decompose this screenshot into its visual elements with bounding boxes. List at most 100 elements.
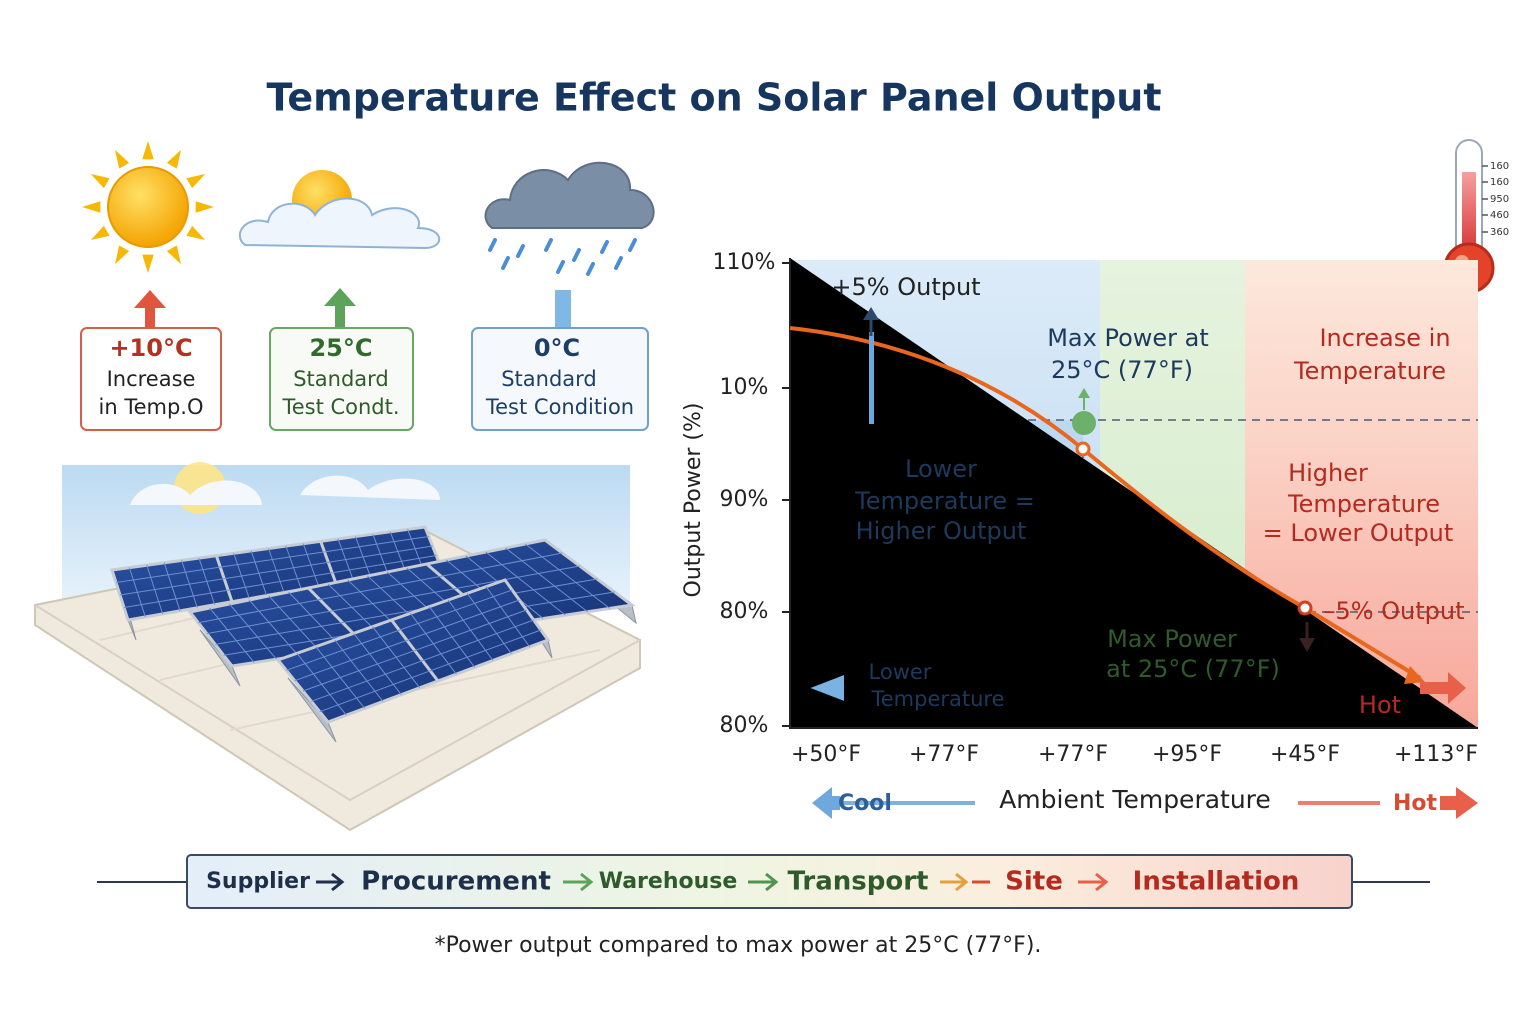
panel-support: [287, 677, 337, 743]
x-tick-label: +77°F: [909, 742, 979, 767]
x-axis-arrow: [812, 787, 1478, 819]
sun-ray: [82, 201, 101, 213]
rain-drop: [572, 248, 581, 262]
flow-step: Transport: [788, 867, 929, 897]
sun-ray: [186, 225, 206, 240]
y-tick-label: 10%: [720, 375, 769, 400]
flow-step: Warehouse: [599, 869, 738, 894]
thermometer-scale: 460: [1490, 210, 1509, 221]
flow-step: Site: [1005, 867, 1063, 897]
annotation: Temperature: [870, 687, 1004, 711]
cool-label: Cool: [838, 791, 892, 816]
annotation: Hot: [1359, 691, 1401, 719]
panel-support: [199, 629, 241, 687]
sun-ray: [186, 174, 206, 189]
rain-drop: [516, 244, 525, 258]
panel-grid: [294, 599, 520, 682]
sun-ray: [90, 225, 110, 240]
panel-grid: [115, 536, 429, 583]
panel-grid: [319, 629, 542, 713]
panel-grid: [286, 589, 513, 671]
sun-ray: [115, 245, 130, 265]
annotation: = Lower Output: [1263, 519, 1454, 547]
rain-drop: [488, 238, 497, 252]
solar-panel-scene: [34, 462, 641, 832]
thermometer-scale: 160: [1490, 161, 1509, 172]
sun-ray: [166, 149, 181, 169]
condition-box: [80, 327, 649, 431]
x-tick-label: +77°F: [1038, 742, 1108, 767]
annotation: Higher Output: [856, 517, 1027, 545]
y-tick-label: 80%: [720, 713, 769, 738]
annotation: +5% Output: [831, 273, 980, 301]
annotation: Temperature: [1287, 490, 1440, 518]
panel-grid: [248, 599, 300, 657]
x-axis-label: Ambient Temperature: [999, 785, 1271, 814]
partly-cloudy-icon: [239, 170, 441, 250]
flow-step: Procurement: [361, 867, 551, 897]
condition-label: in Temp.O: [99, 395, 204, 419]
annotation: Temperature =: [854, 487, 1035, 515]
condition-label: Test Condition: [485, 395, 634, 419]
sun-ray: [166, 245, 181, 265]
sun-ray: [115, 149, 130, 169]
y-axis-label: Output Power (%): [681, 403, 706, 598]
rain-drop: [600, 240, 609, 254]
annotation: –5% Output: [1323, 597, 1464, 625]
flow-bar: [97, 854, 1430, 909]
flow-step: Supplier: [206, 869, 310, 894]
sun-ray: [90, 174, 110, 189]
annotation: Increase in: [1319, 324, 1450, 352]
rain-drop: [586, 262, 595, 276]
hot-label: Hot: [1393, 791, 1438, 816]
panel-grid: [229, 603, 277, 660]
panel-grid: [268, 595, 322, 653]
annotation: Temperature: [1293, 357, 1446, 385]
y-tick-label: 90%: [720, 487, 769, 512]
panel-grid: [206, 565, 580, 635]
condition-label: Test Condt.: [281, 395, 399, 419]
y-tick-label: 110%: [713, 250, 776, 275]
panel-grid: [485, 551, 566, 616]
rain-drop: [501, 256, 510, 270]
condition-value: +10°C: [109, 334, 192, 362]
flow-step: Installation: [1133, 867, 1300, 897]
condition-label: Standard: [293, 367, 389, 391]
panel-grid: [505, 547, 588, 613]
output-curve: [789, 307, 1466, 704]
sun-ray: [195, 201, 214, 213]
panel-grid: [198, 552, 563, 624]
rain-cloud-icon: [484, 161, 655, 276]
x-tick-label: +113°F: [1394, 742, 1478, 767]
rain-drop: [614, 256, 623, 270]
panel-grid: [119, 545, 433, 596]
panel-grid: [209, 607, 255, 663]
footnote: *Power output compared to max power at 2…: [435, 933, 1042, 958]
x-tick-label: +50°F: [791, 742, 861, 767]
annotation: 25°C (77°F): [1051, 356, 1193, 384]
title: Temperature Effect on Solar Panel Output: [267, 76, 1162, 120]
annotation: at 25°C (77°F): [1106, 655, 1280, 683]
panel-grid: [524, 543, 611, 609]
panel-grid: [215, 578, 598, 645]
condition-label: Standard: [501, 367, 597, 391]
thermometer-scale: 160: [1490, 177, 1509, 188]
arrow: [134, 288, 571, 330]
condition-value: 0°C: [534, 334, 580, 362]
panel-grid: [123, 555, 437, 608]
annotation: Lower: [869, 660, 932, 684]
rain-drop: [544, 238, 553, 252]
x-tick-label: +45°F: [1270, 742, 1340, 767]
y-tick-label: 80%: [720, 599, 769, 624]
annotation: Higher: [1288, 459, 1368, 487]
panel-grid: [302, 609, 527, 692]
rain-drop: [628, 238, 637, 252]
sun-ray: [142, 141, 154, 160]
sun-icon: [82, 141, 214, 273]
sun-ray: [142, 254, 154, 273]
thermometer-scale: 360: [1490, 227, 1509, 238]
thermometer-scale: 950: [1490, 194, 1509, 205]
annotation: Max Power: [1107, 625, 1237, 653]
